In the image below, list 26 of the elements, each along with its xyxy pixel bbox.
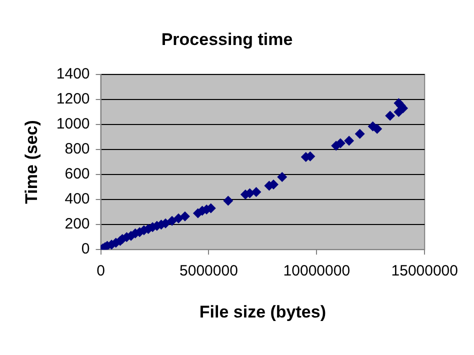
x-tick-label: 5000000	[180, 262, 238, 280]
point	[223, 196, 234, 206]
y-tick-label: 800	[64, 140, 90, 158]
y-tick-label: 1200	[56, 90, 90, 108]
point	[354, 128, 365, 139]
point	[372, 124, 382, 134]
chart-title: Processing time	[161, 30, 293, 49]
point	[167, 216, 178, 226]
y-tick-label: 200	[64, 216, 90, 233]
x-tick-label: 15000000	[391, 262, 458, 280]
point	[344, 136, 354, 146]
x-tick-label: 10000000	[283, 262, 350, 280]
point	[173, 213, 184, 224]
y-tick-label: 1400	[56, 66, 90, 83]
point	[251, 187, 262, 198]
y-tick-label: 0	[81, 240, 90, 258]
y-tick-label: 400	[64, 190, 90, 208]
point	[180, 211, 190, 222]
point	[277, 172, 288, 182]
y-tick-label: 600	[64, 166, 90, 183]
x-axis-title: File size (bytes)	[199, 302, 326, 322]
point	[394, 98, 404, 108]
point	[385, 110, 396, 121]
y-axis-title: Time (sec)	[22, 120, 41, 204]
x-tick-label: 0	[96, 262, 105, 280]
y-tick-label: 1000	[56, 116, 90, 133]
